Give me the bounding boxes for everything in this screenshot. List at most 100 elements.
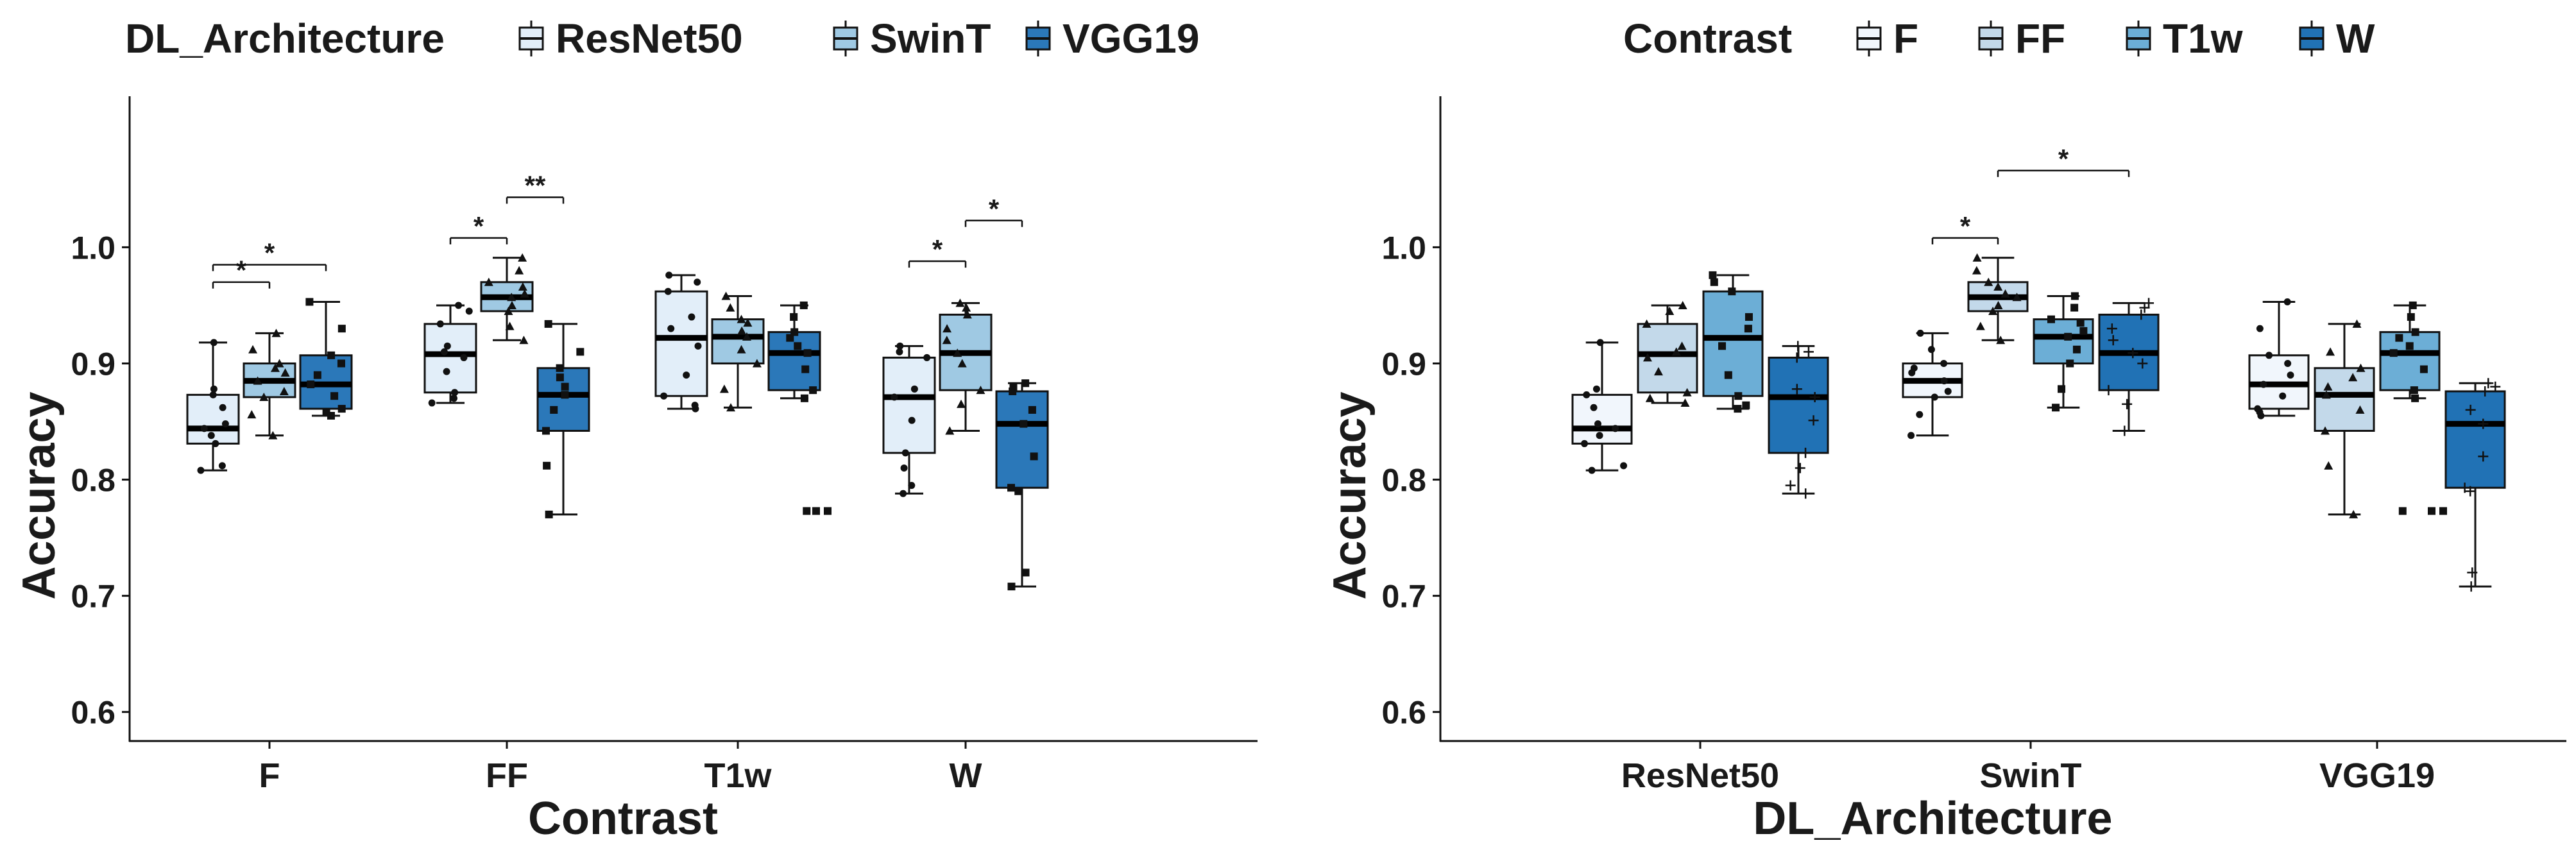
data-point xyxy=(2076,319,2085,327)
data-point xyxy=(1996,336,2006,345)
data-point xyxy=(518,282,527,291)
legend-label: VGG19 xyxy=(1062,15,1199,62)
x-tick-label: SwinT xyxy=(1980,756,2082,795)
data-point xyxy=(209,391,217,398)
data-point xyxy=(520,289,529,298)
data-point xyxy=(2326,347,2335,356)
data-point xyxy=(330,392,339,400)
box-iqr xyxy=(711,318,765,364)
legend-item: ResNet50 xyxy=(518,15,743,62)
data-point xyxy=(212,439,219,447)
box-iqr xyxy=(1702,290,1764,397)
significance-label: * xyxy=(1960,211,1971,241)
significance-label: * xyxy=(473,211,484,241)
data-point xyxy=(210,339,218,346)
data-point xyxy=(1680,398,1690,407)
data-point xyxy=(1592,385,1600,393)
data-point xyxy=(962,303,971,312)
legend-item: SwinT xyxy=(833,15,991,62)
data-point xyxy=(2410,386,2418,395)
box-iqr xyxy=(2314,367,2375,432)
box-VGG19-W xyxy=(995,379,1049,591)
x-axis-title: DL_Architecture xyxy=(1753,793,2112,844)
x-tick-label: ResNet50 xyxy=(1621,756,1779,795)
data-point xyxy=(2467,567,2478,578)
x-tick-label: VGG19 xyxy=(2319,756,2435,795)
data-point xyxy=(900,490,907,497)
box-VGG19-T1w xyxy=(767,301,832,515)
data-point xyxy=(1583,391,1591,398)
box-ResNet50-T1w xyxy=(654,271,708,413)
significance-bracket: * xyxy=(449,211,508,244)
data-point xyxy=(896,342,904,350)
data-point xyxy=(1021,568,1030,577)
data-point xyxy=(2349,509,2358,518)
box-ResNet50-F xyxy=(186,339,240,474)
data-point xyxy=(660,392,668,400)
x-tick-label: T1w xyxy=(704,756,772,795)
data-point xyxy=(436,320,444,328)
data-point xyxy=(337,405,346,413)
box-iqr xyxy=(995,390,1049,489)
data-point xyxy=(1596,432,1603,439)
data-point xyxy=(259,393,269,401)
box-FF-SwinT xyxy=(1967,253,2029,345)
legend-label: SwinT xyxy=(870,15,991,62)
box-ResNet50-W xyxy=(882,342,936,497)
significance-bracket: * xyxy=(212,238,327,271)
data-point xyxy=(1809,392,1820,402)
y-tick-label: 1.0 xyxy=(1381,230,1426,266)
data-point xyxy=(1596,339,1604,346)
data-point xyxy=(1944,388,1952,395)
data-point xyxy=(2108,335,2119,346)
box-T1w-VGG19 xyxy=(2379,301,2447,515)
box-SwinT-FF xyxy=(480,253,534,345)
box-iqr xyxy=(2379,331,2441,391)
data-point xyxy=(743,318,753,327)
data-point xyxy=(1800,488,1811,499)
y-tick-label: 0.7 xyxy=(1381,579,1426,615)
box-VGG19-FF xyxy=(536,320,590,518)
box-ResNet50-FF xyxy=(423,302,477,407)
data-point xyxy=(908,416,916,424)
data-point xyxy=(2356,363,2366,372)
data-point xyxy=(1653,367,1663,376)
data-point xyxy=(794,342,802,350)
data-point xyxy=(1007,484,1016,492)
data-point xyxy=(719,384,729,393)
data-point xyxy=(1019,420,1028,428)
data-point xyxy=(1927,346,1935,354)
data-point xyxy=(275,359,284,368)
data-point xyxy=(443,368,450,375)
data-point xyxy=(1642,319,1651,328)
data-point xyxy=(737,326,747,335)
data-point xyxy=(1709,271,1717,279)
data-point xyxy=(800,394,808,402)
data-point xyxy=(1800,447,1811,458)
y-tick-label: 0.9 xyxy=(1381,346,1426,382)
data-point xyxy=(2103,385,2114,396)
legend-title: DL_Architecture xyxy=(125,15,445,62)
significance-label: ** xyxy=(525,171,546,201)
data-point xyxy=(219,404,226,411)
data-point xyxy=(545,510,553,518)
data-point xyxy=(1009,382,1018,391)
data-point xyxy=(515,266,524,275)
box-T1w-SwinT xyxy=(2033,292,2094,412)
data-point xyxy=(2466,581,2477,592)
data-point xyxy=(2136,309,2147,320)
data-point xyxy=(665,271,673,279)
data-point xyxy=(305,298,314,306)
data-point xyxy=(737,345,746,354)
y-tick-label: 0.6 xyxy=(1381,695,1426,731)
data-point xyxy=(1678,300,1687,309)
data-point xyxy=(2058,385,2066,393)
data-point xyxy=(2411,328,2419,336)
data-point xyxy=(2072,345,2081,354)
box-iqr xyxy=(1571,393,1633,445)
x-axis-title: Contrast xyxy=(528,793,718,844)
data-point xyxy=(307,380,315,389)
y-tick-label: 1.0 xyxy=(71,230,115,266)
box-iqr xyxy=(767,331,821,391)
